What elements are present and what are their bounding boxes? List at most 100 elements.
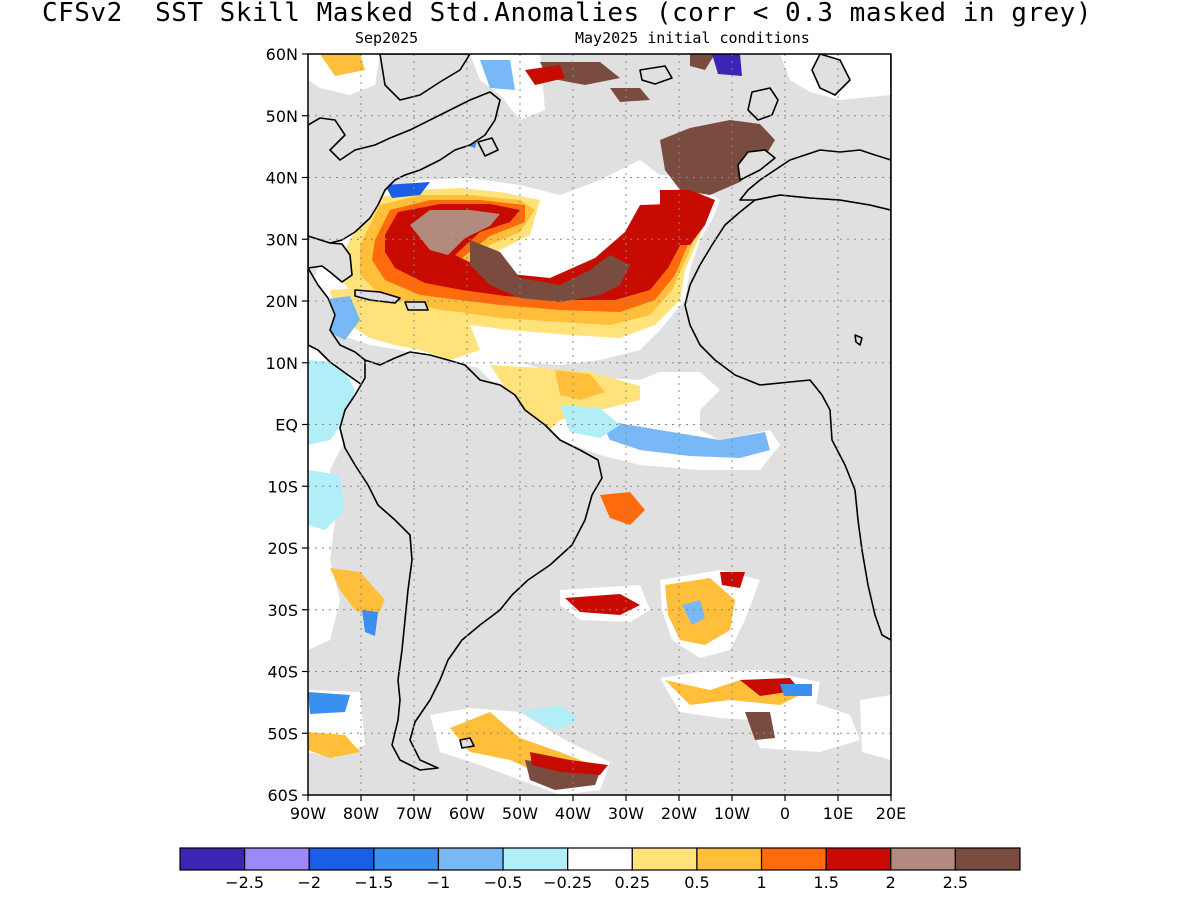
labrador-light-blue xyxy=(480,60,515,90)
colorbar-label: 2.5 xyxy=(943,873,968,892)
colorbar-bin xyxy=(502,847,569,871)
valid-month-label: Sep2025 xyxy=(355,29,419,47)
chile-blue xyxy=(362,610,378,636)
colorbar-bin xyxy=(696,847,763,871)
lat-label: 20N xyxy=(266,292,298,311)
colorbar-label: 0.5 xyxy=(684,873,709,892)
colorbar-bin xyxy=(567,847,633,871)
south-blue-patch xyxy=(682,600,705,625)
lat-label: 60N xyxy=(266,45,298,64)
lon-label: 20E xyxy=(876,804,906,823)
southern-red-2 xyxy=(530,752,608,775)
lat-label: 10N xyxy=(266,354,298,373)
south-red-strip xyxy=(565,594,640,615)
colorbar-bin xyxy=(244,847,310,871)
lat-label: 50S xyxy=(267,724,298,743)
falklands xyxy=(459,737,475,749)
tropical-blue xyxy=(600,420,770,458)
colorbar: −2.5 −2 −1.5 −1 −0.5 −0.25 0.25 0.5 1 1.5 2 2.5 xyxy=(179,847,1021,892)
southern-light-blue-1 xyxy=(520,705,580,730)
colorbar-bin xyxy=(954,847,1021,871)
map-title: CFSv2 SST Skill Masked Std.Anomalies (co… xyxy=(42,0,1092,28)
greenland xyxy=(379,54,471,101)
tropical-orange xyxy=(555,370,605,400)
north-orange xyxy=(320,54,365,76)
tropical-light-blue xyxy=(560,405,620,438)
northeast-atlantic-red xyxy=(660,190,715,245)
colorbar-label: −2 xyxy=(297,873,321,892)
hispaniola xyxy=(404,301,429,311)
southwest-pacific-orange xyxy=(308,732,360,758)
mid-atlantic-brown xyxy=(470,240,630,302)
southern-brown-1 xyxy=(745,712,775,740)
colorbar-label: 2 xyxy=(886,873,896,892)
colorbar-label: 0.25 xyxy=(614,873,650,892)
british-isles xyxy=(747,87,779,121)
cuba xyxy=(354,289,401,304)
colorbar-bin xyxy=(825,847,892,871)
continents xyxy=(308,54,891,771)
longitude-axis: 90W 80W 70W 60W 50W 40W 30W 20W 10W 0 10E 20E xyxy=(290,795,906,823)
lon-label: 30W xyxy=(608,804,644,823)
gulf-stream-brown-inner xyxy=(410,210,500,255)
madagascar-edge xyxy=(854,334,863,346)
pacific-light-blue xyxy=(308,360,355,445)
lon-label: 80W xyxy=(343,804,379,823)
lon-label: 0 xyxy=(780,804,790,823)
colorbar-bin xyxy=(760,847,827,871)
lat-label: 30N xyxy=(266,230,298,249)
iceland-brown xyxy=(690,54,715,70)
colorbar-label: −1 xyxy=(427,873,451,892)
pacific-light-blue-2 xyxy=(308,470,345,530)
lon-label: 20W xyxy=(661,804,697,823)
latitude-axis: 60N 50N 40N 30N 20N 10N EQ 10S 20S 30S 40S 50S 60S xyxy=(266,45,308,805)
colorbar-bin xyxy=(179,847,246,871)
newfoundland xyxy=(477,137,499,157)
lon-label: 10E xyxy=(823,804,853,823)
lat-label: 60S xyxy=(267,786,298,805)
lat-label: EQ xyxy=(275,416,298,435)
north-red-patch xyxy=(525,65,565,85)
colorbar-bin xyxy=(373,847,440,871)
colorbar-bin xyxy=(437,847,504,871)
colorbar-label: −0.5 xyxy=(484,873,523,892)
colorbar-bin xyxy=(308,847,375,871)
scandinavia xyxy=(811,54,851,96)
iceland xyxy=(639,65,673,85)
lat-label: 10S xyxy=(267,477,298,496)
colorbar-label: −1.5 xyxy=(354,873,393,892)
colorbar-label: −2.5 xyxy=(225,873,264,892)
ne-brown-small xyxy=(610,88,650,102)
lat-label: 50N xyxy=(266,107,298,126)
iberia-coast xyxy=(737,149,776,181)
colorbar-label: 1 xyxy=(756,873,766,892)
gulf-stream-blue xyxy=(385,182,430,198)
lat-label: 30S xyxy=(267,601,298,620)
south-america xyxy=(339,351,603,771)
caribbean-yellow xyxy=(330,288,480,360)
lat-label: 20S xyxy=(267,539,298,558)
lat-label: 40S xyxy=(267,663,298,682)
south-orange-1 xyxy=(600,492,645,525)
southwest-pacific-blue xyxy=(308,692,350,714)
lon-label: 10W xyxy=(714,804,750,823)
lon-label: 40W xyxy=(555,804,591,823)
lon-label: 50W xyxy=(502,804,538,823)
colorbar-label: −0.25 xyxy=(543,873,592,892)
chile-orange xyxy=(330,568,385,620)
iceland-purple xyxy=(712,54,742,76)
colorbar-bin xyxy=(631,847,698,871)
europe xyxy=(739,54,891,211)
southern-ocean-patch-5 xyxy=(860,695,891,760)
initial-conditions-label: May2025 initial conditions xyxy=(575,29,810,47)
map-panel xyxy=(308,54,891,795)
colorbar-bin xyxy=(890,847,956,871)
florida-gulf-coast xyxy=(308,235,353,283)
grid-lines xyxy=(308,54,891,795)
southern-blue-1 xyxy=(780,684,812,696)
north-america-coast xyxy=(308,91,501,244)
colorbar-label: 1.5 xyxy=(813,873,838,892)
lon-label: 60W xyxy=(449,804,485,823)
lat-label: 40N xyxy=(266,169,298,188)
